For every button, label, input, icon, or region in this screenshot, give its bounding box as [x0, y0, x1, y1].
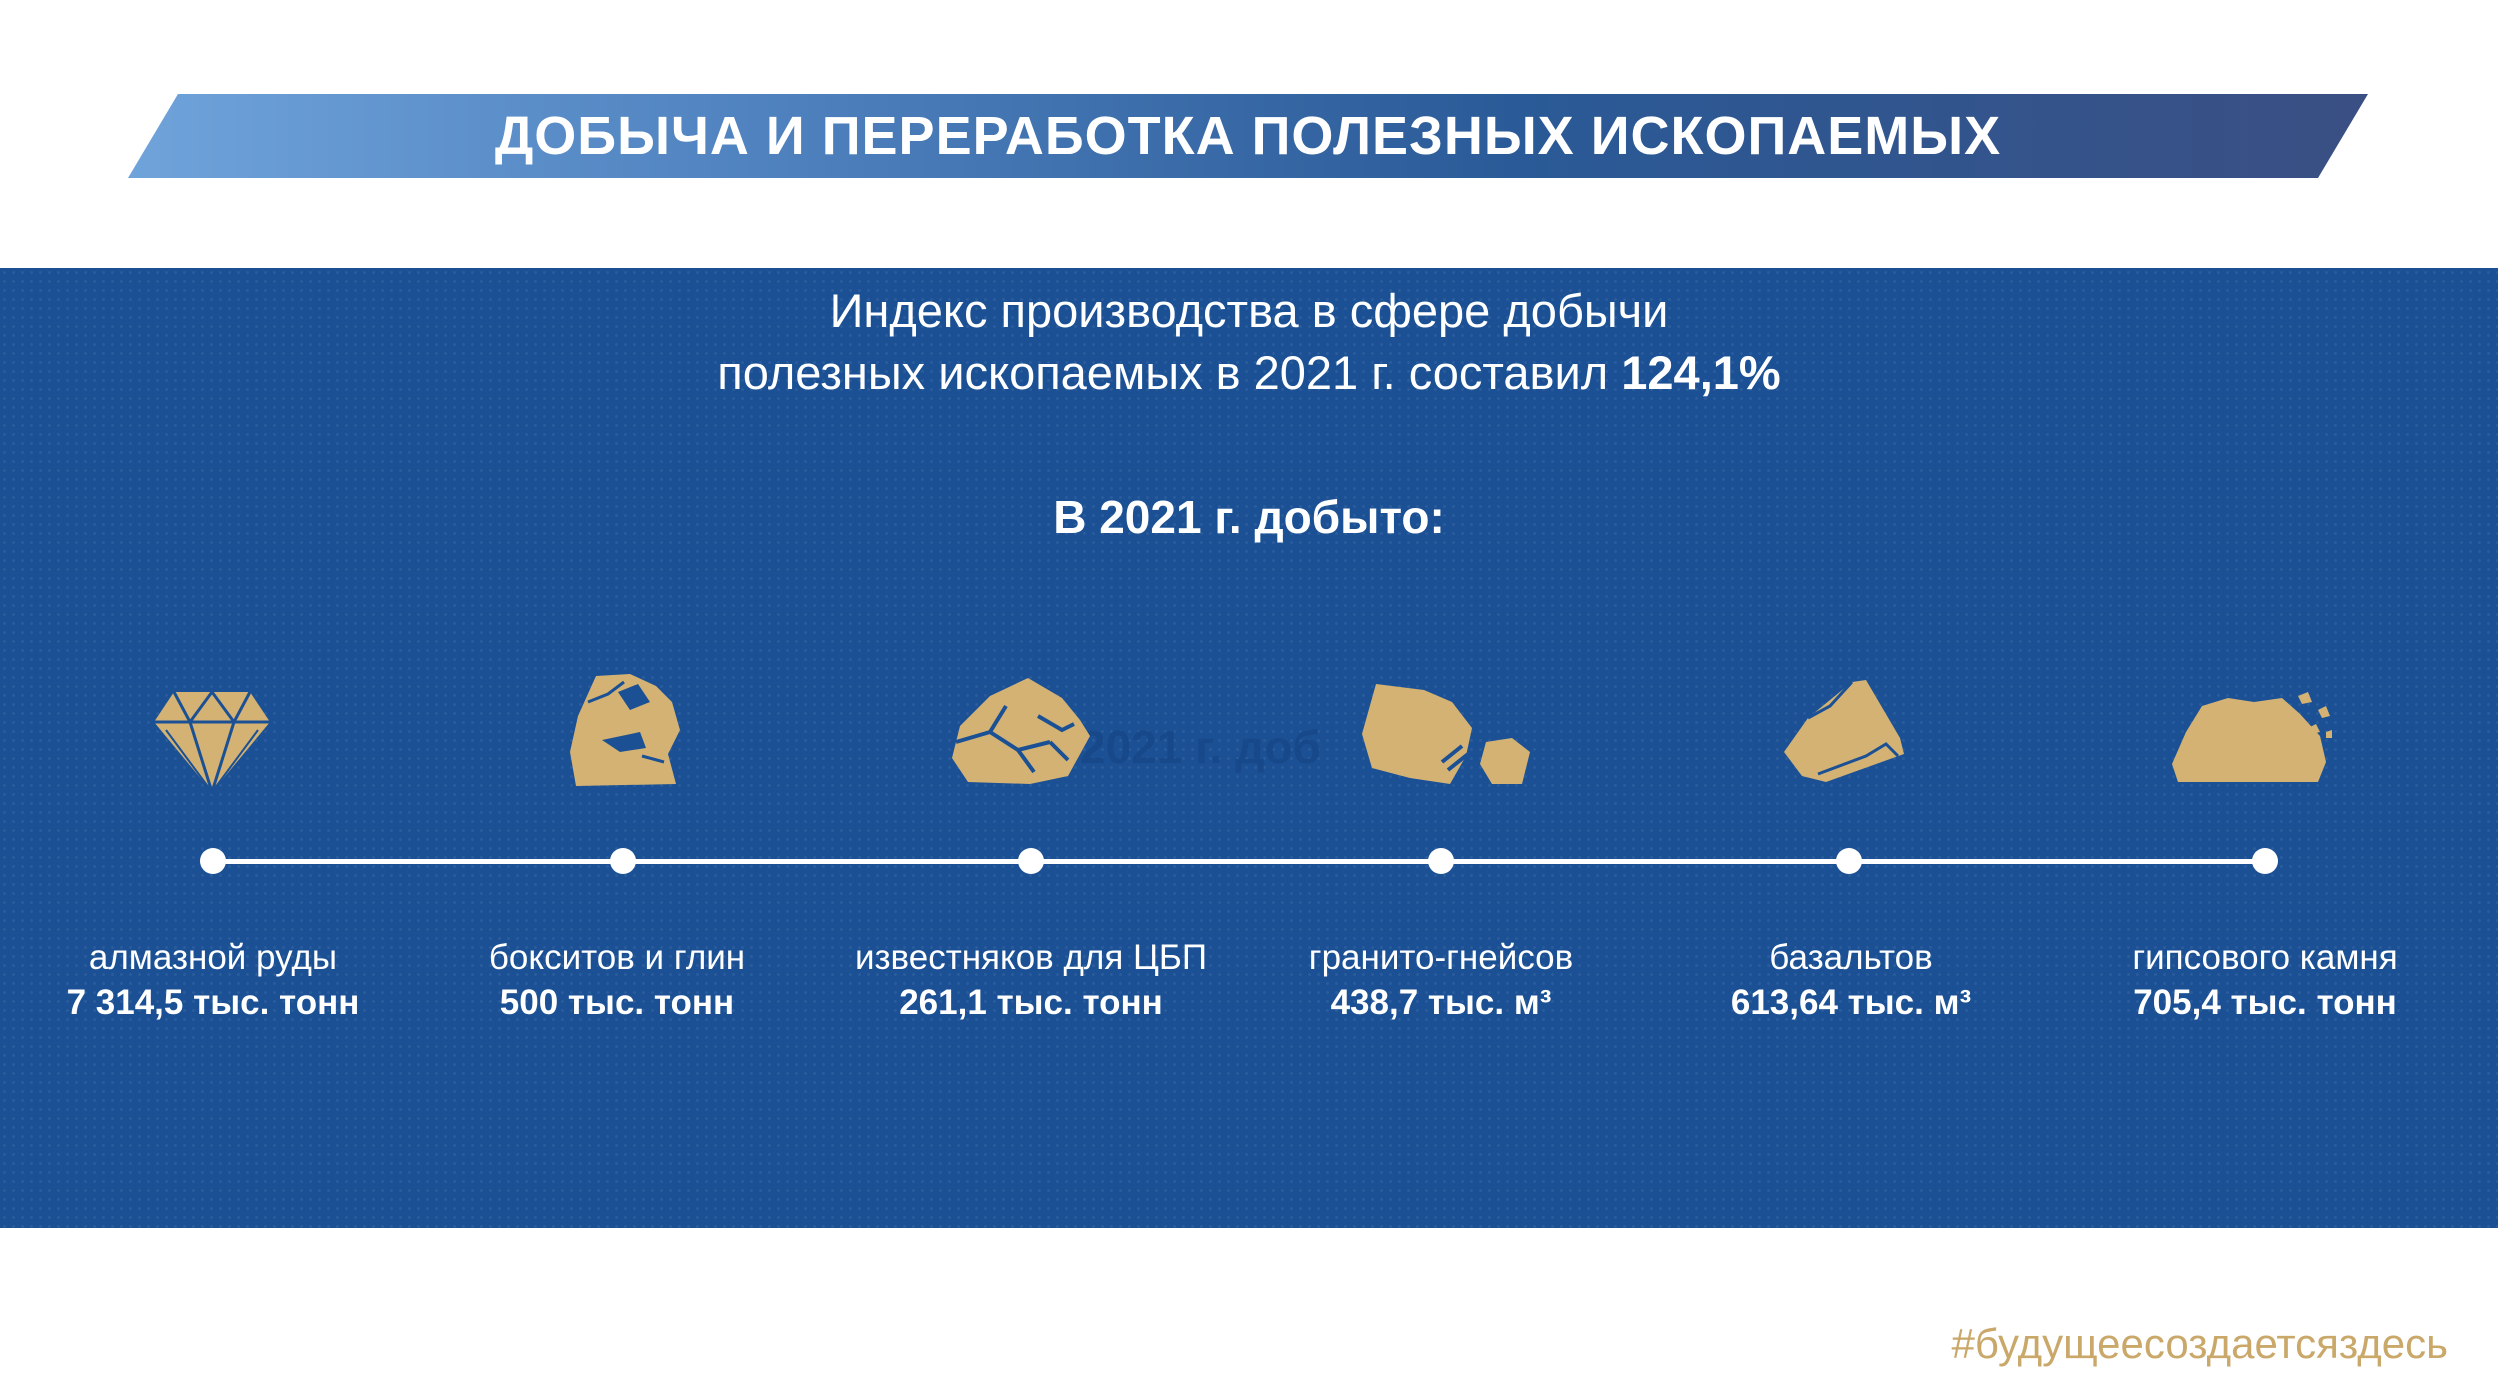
mineral-label: известняков для ЦБП 261,1 тыс. тонн [821, 935, 1241, 1025]
mineral-label: гипсового камня 705,4 тыс. тонн [2055, 935, 2475, 1025]
production-index-line-2: полезных ископаемых в 2021 г. составил 1… [0, 342, 2498, 404]
bauxite-rock-icon [570, 674, 680, 786]
mineral-name: известняков для ЦБП [854, 938, 1208, 977]
title-banner: ДОБЫЧА И ПЕРЕРАБОТКА ПОЛЕЗНЫХ ИСКОПАЕМЫХ [128, 94, 2368, 178]
production-index-line-2-text: полезных ископаемых в 2021 г. составил [717, 346, 1609, 399]
production-index-value: 124,1% [1621, 346, 1781, 399]
content-panel [0, 268, 2498, 1228]
timeline-line [212, 859, 2267, 864]
timeline-dot [1018, 848, 1044, 874]
limestone-rock-icon [952, 678, 1090, 784]
mineral-name: алмазной руды [88, 938, 338, 977]
granite-rock-icon [1362, 684, 1530, 784]
timeline-dot [1428, 848, 1454, 874]
footer-hashtag: #будущеесоздаетсяздесь [1951, 1320, 2448, 1367]
page-title: ДОБЫЧА И ПЕРЕРАБОТКА ПОЛЕЗНЫХ ИСКОПАЕМЫХ [494, 106, 2002, 166]
mineral-label: базальтов 613,64 тыс. м³ [1641, 935, 2061, 1025]
mineral-name: гранито-гнейсов [1308, 938, 1574, 977]
mineral-name: бокситов и глин [488, 938, 746, 977]
mineral-label: бокситов и глин 500 тыс. тонн [407, 935, 827, 1025]
basalt-rock-icon [1784, 680, 1904, 782]
ghost-heading-text: 2021 г. доб [1080, 721, 1321, 773]
timeline-dot [2252, 848, 2278, 874]
mineral-value: 261,1 тыс. тонн [899, 983, 1163, 1022]
timeline-dot [1836, 848, 1862, 874]
mineral-value: 438,7 тыс. м³ [1330, 983, 1552, 1022]
mineral-value: 613,64 тыс. м³ [1730, 983, 1972, 1022]
gypsum-rock-icon [2172, 692, 2332, 782]
mineral-name: гипсового камня [2132, 938, 2398, 977]
mineral-value: 7 314,5 тыс. тонн [66, 983, 360, 1022]
diamond-icon [154, 690, 270, 794]
mined-heading: В 2021 г. добыто: [1053, 491, 1445, 543]
mineral-label: гранито-гнейсов 438,7 тыс. м³ [1231, 935, 1651, 1025]
production-index-line-1: Индекс производства в сфере добычи [829, 284, 1669, 337]
timeline-dot [610, 848, 636, 874]
production-index-text: Индекс производства в сфере добычи полез… [0, 280, 2498, 404]
mineral-label: алмазной руды 7 314,5 тыс. тонн [3, 935, 423, 1025]
timeline-dot [200, 848, 226, 874]
mineral-value: 500 тыс. тонн [499, 983, 735, 1022]
mineral-name: базальтов [1769, 938, 1933, 977]
mineral-value: 705,4 тыс. тонн [2133, 983, 2397, 1022]
